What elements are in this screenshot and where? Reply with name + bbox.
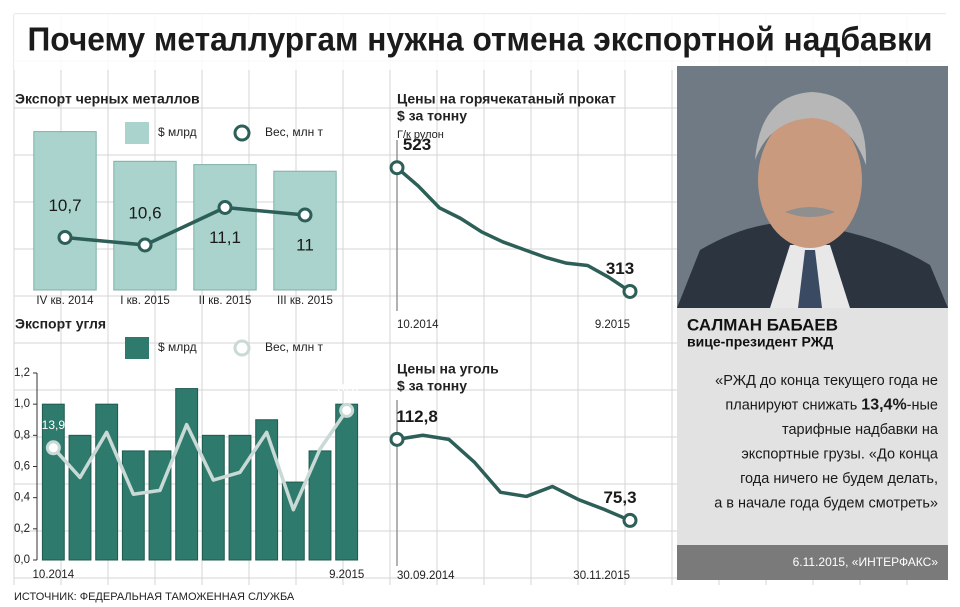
bar [33,131,97,291]
x-tick-label: III кв. 2015 [277,295,333,307]
person-position: вице-президент РЖД [687,334,833,350]
data-label: 75,3 [603,488,636,507]
data-label: 523 [403,135,431,154]
data-label: 13,9 [42,418,66,432]
y-tick-label: 0,4 [14,492,31,504]
quote-line: «РЖД до конца текущего года не [715,373,938,389]
credit-band [677,545,948,580]
quote-line: а в начале года будем смотреть» [714,495,938,511]
x-tick-label: IV кв. 2014 [36,295,94,307]
legend-label: Вес, млн т [265,340,324,354]
chart-title: Экспорт угля [15,316,106,332]
quote-part: -ные [907,397,938,413]
y-tick-label: 0,0 [14,554,30,566]
source: ИСТОЧНИК: ФЕДЕРАЛЬНАЯ ТАМОЖЕННАЯ СЛУЖБА [14,591,295,603]
bar [201,434,225,561]
title-band [14,14,946,70]
x-tick-label: 30.11.2015 [573,570,630,582]
x-tick-label: 9.2015 [595,319,630,331]
chart-title: Цены на горячекатаный прокат [397,91,616,107]
data-line [396,433,631,523]
quote-part: «РЖД до конца текущего года не [715,373,938,389]
data-point [297,207,313,223]
y-tick-label: 1,0 [14,398,30,410]
quote-part: планируют снижать [725,397,861,413]
quote-line: года ничего не будем делать, [740,471,938,487]
bar [193,164,257,291]
portrait [677,66,948,308]
legend-swatch [125,337,149,359]
x-tick-label: 10.2014 [397,319,439,331]
bar [121,450,145,561]
quote-part: года ничего не будем делать, [740,471,938,487]
data-line [395,166,631,293]
quote-line: тарифные надбавки на [782,422,939,438]
legend-label: Вес, млн т [265,125,324,139]
y-tick-label: 0,8 [14,429,30,441]
x-tick-label: 9.2015 [329,569,364,581]
data-label: 11,1 [209,228,241,247]
bar [255,419,279,561]
page-title: Почему металлургам нужна отмена экспортн… [28,21,933,58]
x-tick-label: II кв. 2015 [199,295,252,307]
data-point [137,237,153,253]
legend-swatch [125,122,149,144]
data-point [217,200,233,215]
data-label: 10,6 [128,203,161,222]
quote: «РЖД до конца текущего года не планируют … [714,373,939,512]
credit: 6.11.2015, «ИНТЕРФАКС» [793,555,939,569]
bar [335,403,359,561]
x-tick-label: 10.2014 [33,569,75,581]
data-point [45,440,61,456]
bar [273,170,337,291]
data-line [64,205,306,247]
data-point [389,160,405,176]
data-point [339,402,355,418]
chart-title: Экспорт черных металлов [15,91,200,107]
quote-line: экспортные грузы. «До конца [741,446,939,462]
quote-part: 13,4% [861,397,906,414]
chart-title: Цены на уголь [397,361,499,377]
data-point [622,512,638,528]
bar [228,434,252,561]
person-name: САЛМАН БАБАЕВ [687,315,838,334]
quote-line: планируют снижать 13,4%-ные [725,397,938,414]
data-label: 11 [296,235,314,254]
data-point [389,431,405,447]
data-label: 10,7 [48,196,81,215]
bar [95,403,119,561]
y-tick-label: 1,2 [14,367,30,379]
data-line [52,409,349,512]
data-label: 313 [606,259,634,278]
quote-part: тарифные надбавки на [782,422,939,438]
x-tick-label: I кв. 2015 [120,295,170,307]
bar [68,434,92,561]
bar [175,388,199,561]
legend-label: $ млрд [158,125,197,139]
chart-annotation: Г/к рулон [397,129,444,141]
data-point [57,230,73,245]
data-label: 112,8 [396,407,438,426]
data-label: 16,8 [335,381,359,395]
y-tick-label: 0,6 [14,461,30,473]
x-tick-label: 30.09.2014 [397,570,455,582]
y-tick-label: 0,2 [14,523,30,535]
bar [113,160,177,291]
legend-swatch [233,339,251,357]
chart-subtitle: $ за тонну [397,108,467,124]
chart-subtitle: $ за тонну [397,378,467,394]
legend-label: $ млрд [158,340,197,354]
data-point [622,283,638,299]
legend-swatch [233,124,251,142]
quote-part: экспортные грузы. «До конца [741,446,939,462]
quote-part: а в начале года будем смотреть» [714,495,938,511]
